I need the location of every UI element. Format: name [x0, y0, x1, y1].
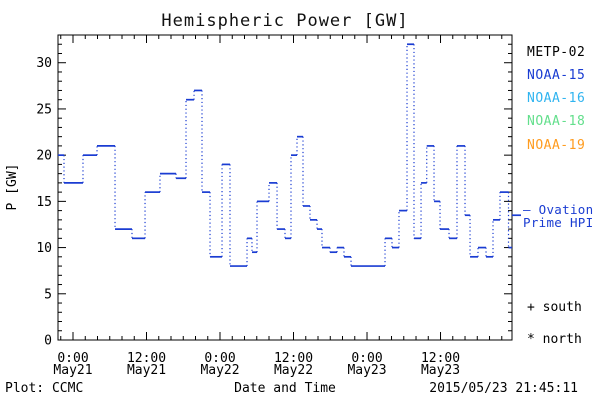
y-tick-label: 0 — [44, 334, 52, 349]
legend-item-metp-02: METP-02 — [527, 45, 586, 60]
legend-item-noaa-16: NOAA-16 — [527, 91, 586, 106]
y-tick-label: 20 — [36, 149, 52, 164]
x-tick-date-label: May22 — [274, 363, 313, 378]
ovation-label-line2: Prime HPI — [523, 215, 594, 230]
x-tick-time-label: 12:00 — [127, 351, 166, 366]
y-tick-label: 15 — [36, 195, 52, 210]
x-tick-time-label: 12:00 — [421, 351, 460, 366]
x-tick-date-label: May21 — [127, 363, 166, 378]
x-tick-date-label: May21 — [53, 363, 92, 378]
y-tick-label: 5 — [44, 287, 52, 302]
x-tick-time-label: 0:00 — [204, 351, 235, 366]
legend-item-noaa-18: NOAA-18 — [527, 114, 586, 129]
south-marker-label: + south — [527, 300, 582, 315]
x-tick-date-label: May22 — [200, 363, 239, 378]
y-axis-label: P [GW] — [5, 164, 20, 211]
x-tick-date-label: May23 — [347, 363, 386, 378]
legend-item-noaa-15: NOAA-15 — [527, 68, 586, 83]
legend-item-noaa-19: NOAA-19 — [527, 138, 586, 153]
ovation-prime-hpi-label: – Ovation Prime HPI — [523, 203, 593, 229]
x-tick-time-label: 0:00 — [351, 351, 382, 366]
plot-title: Hemispheric Power [GW] — [161, 11, 409, 31]
x-axis-title: Date and Time — [234, 381, 336, 396]
x-tick-time-label: 0:00 — [57, 351, 88, 366]
north-marker-label: * north — [527, 332, 582, 347]
x-tick-time-label: 12:00 — [274, 351, 313, 366]
credit-label: Plot: CCMC — [5, 381, 84, 396]
y-tick-label: 25 — [36, 102, 52, 117]
plot-frame — [57, 34, 513, 341]
y-tick-label: 30 — [36, 56, 52, 71]
timestamp: 2015/05/23 21:45:11 — [429, 381, 578, 396]
x-tick-date-label: May23 — [421, 363, 460, 378]
y-tick-label: 10 — [36, 241, 52, 256]
ovation-label-line1: – Ovation — [523, 202, 594, 217]
